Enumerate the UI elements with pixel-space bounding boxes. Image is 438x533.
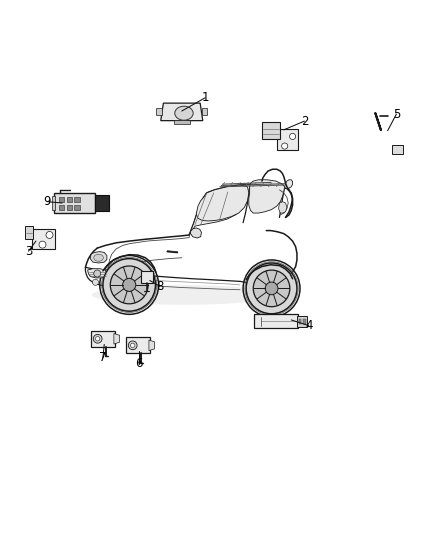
Text: 8: 8	[156, 280, 163, 293]
Circle shape	[39, 241, 46, 248]
Polygon shape	[32, 229, 55, 249]
Circle shape	[265, 282, 278, 295]
Ellipse shape	[175, 106, 193, 120]
Text: 9: 9	[43, 195, 51, 208]
Polygon shape	[149, 340, 155, 351]
Circle shape	[246, 263, 297, 314]
Text: 5: 5	[393, 108, 400, 120]
FancyBboxPatch shape	[74, 205, 80, 210]
Circle shape	[253, 270, 290, 306]
Text: 1: 1	[201, 91, 209, 104]
Circle shape	[103, 259, 155, 311]
Text: 4: 4	[305, 319, 313, 332]
Polygon shape	[262, 122, 280, 140]
FancyBboxPatch shape	[59, 197, 64, 202]
Circle shape	[128, 341, 137, 350]
Polygon shape	[91, 331, 115, 346]
Polygon shape	[54, 193, 95, 213]
Text: 2: 2	[300, 115, 308, 127]
Polygon shape	[191, 228, 201, 238]
FancyBboxPatch shape	[303, 319, 306, 324]
FancyBboxPatch shape	[299, 319, 301, 324]
Polygon shape	[25, 226, 33, 239]
Polygon shape	[52, 196, 55, 210]
Polygon shape	[249, 180, 285, 213]
Ellipse shape	[94, 254, 103, 261]
FancyBboxPatch shape	[67, 205, 72, 210]
Polygon shape	[95, 195, 109, 211]
Text: 6: 6	[135, 357, 143, 370]
FancyBboxPatch shape	[174, 120, 190, 124]
Polygon shape	[285, 180, 293, 189]
Polygon shape	[279, 201, 287, 213]
Circle shape	[290, 133, 296, 140]
Circle shape	[131, 343, 135, 348]
Polygon shape	[392, 145, 403, 154]
Polygon shape	[88, 269, 107, 278]
Polygon shape	[297, 316, 307, 327]
Circle shape	[92, 279, 99, 285]
Polygon shape	[254, 314, 298, 328]
Circle shape	[123, 278, 136, 292]
Ellipse shape	[92, 285, 276, 305]
Text: 7: 7	[99, 351, 107, 364]
Circle shape	[110, 266, 148, 304]
FancyBboxPatch shape	[67, 197, 72, 202]
Polygon shape	[126, 337, 150, 353]
Polygon shape	[90, 252, 107, 263]
FancyBboxPatch shape	[202, 108, 207, 115]
FancyBboxPatch shape	[59, 205, 64, 210]
Circle shape	[282, 143, 288, 149]
Text: 3: 3	[25, 245, 32, 257]
Polygon shape	[114, 334, 120, 344]
Circle shape	[93, 334, 102, 343]
Circle shape	[95, 336, 100, 341]
Polygon shape	[277, 128, 298, 150]
Polygon shape	[161, 103, 203, 120]
FancyBboxPatch shape	[74, 197, 80, 202]
Circle shape	[46, 231, 53, 238]
Circle shape	[94, 270, 101, 277]
Polygon shape	[189, 189, 247, 235]
Polygon shape	[196, 185, 249, 221]
Polygon shape	[141, 271, 153, 282]
FancyBboxPatch shape	[156, 108, 162, 115]
